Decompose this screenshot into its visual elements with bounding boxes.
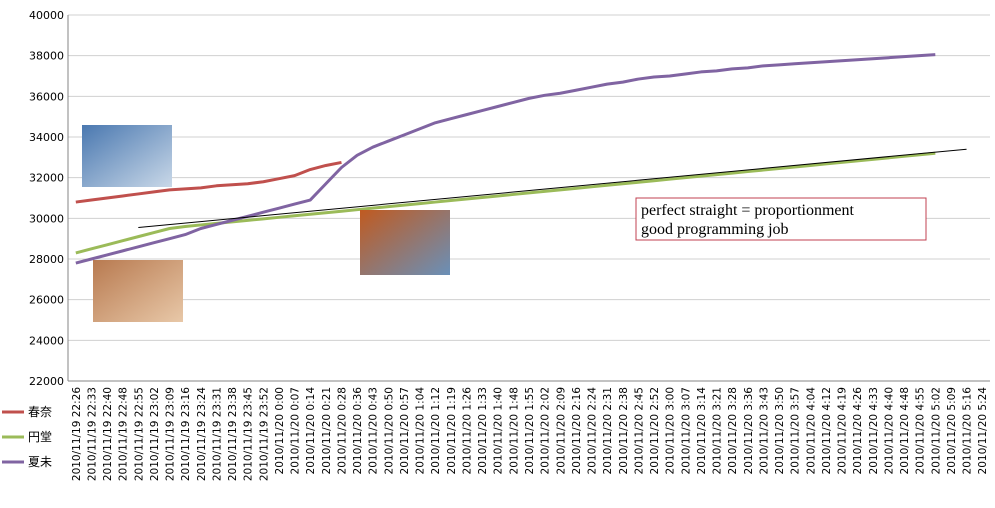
character-image [360, 210, 450, 275]
x-tick-label: 2010/11/19 22:33 [86, 387, 98, 481]
series-line [75, 53, 936, 265]
x-tick-label: 2010/11/20 2:38 [618, 387, 630, 474]
x-tick-label: 2010/11/20 0:07 [290, 387, 302, 474]
x-tick-label: 2010/11/19 22:26 [71, 387, 83, 481]
x-tick-label: 2010/11/20 0:28 [336, 387, 348, 474]
annotation-text: perfect straight = proportionment [641, 202, 855, 219]
x-tick-label: 2010/11/20 1:12 [430, 387, 442, 474]
legend-label: 春奈 [28, 405, 52, 419]
character-image [82, 125, 172, 187]
annotation-box: perfect straight = proportionment good p… [635, 197, 927, 241]
x-tick-label: 2010/11/20 0:21 [321, 387, 333, 474]
legend-label: 円堂 [28, 430, 52, 444]
x-tick-label: 2010/11/20 5:24 [977, 387, 989, 475]
x-tick-label: 2010/11/20 4:26 [852, 387, 864, 475]
x-tick-label: 2010/11/20 2:16 [571, 387, 583, 475]
x-tick-label: 2010/11/19 23:24 [196, 387, 208, 481]
x-tick-label: 2010/11/20 2:31 [602, 387, 614, 474]
annotation-text: good programming job [641, 221, 789, 238]
x-tick-label: 2010/11/20 3:50 [774, 387, 786, 474]
y-tick-label: 30000 [29, 212, 64, 225]
x-tick-label: 2010/11/20 1:40 [493, 387, 505, 474]
x-tick-label: 2010/11/20 3:28 [727, 387, 739, 474]
y-tick-label: 22000 [29, 375, 64, 388]
plot-area: 22000 24000 26000 28000 30000 32000 34000 36000… [29, 9, 990, 481]
y-tick-label: 34000 [29, 131, 64, 144]
x-tick-label: 2010/11/20 2:09 [555, 387, 567, 474]
character-image [93, 260, 183, 322]
x-tick-label: 2010/11/20 1:55 [524, 387, 536, 474]
x-tick-label: 2010/11/20 3:43 [758, 387, 770, 474]
x-tick-label: 2010/11/20 3:21 [712, 387, 724, 474]
x-tick-label: 2010/11/20 4:48 [899, 387, 911, 474]
x-tick-label: 2010/11/20 0:36 [352, 387, 364, 475]
x-tick-label: 2010/11/20 2:02 [540, 387, 552, 474]
x-tick-label: 2010/11/19 23:31 [211, 387, 223, 481]
trend-line [138, 148, 967, 228]
x-tick-label: 2010/11/20 0:00 [274, 387, 286, 474]
x-tick-label: 2010/11/20 1:33 [477, 387, 489, 474]
x-tick-label: 2010/11/19 23:09 [165, 387, 177, 481]
x-tick-label: 2010/11/19 22:40 [102, 387, 114, 481]
x-tick-label: 2010/11/20 4:19 [837, 387, 849, 474]
x-tick-label: 2010/11/20 1:26 [461, 387, 473, 475]
x-tick-label: 2010/11/20 2:45 [633, 387, 645, 474]
x-tick-label: 2010/11/19 23:02 [149, 387, 161, 481]
x-tick-label: 2010/11/19 22:48 [118, 387, 130, 481]
y-tick-label: 28000 [29, 253, 64, 266]
x-tick-label: 2010/11/20 5:09 [946, 387, 958, 474]
x-tick-label: 2010/11/20 3:07 [680, 387, 692, 474]
x-tick-label: 2010/11/20 3:00 [665, 387, 677, 474]
y-tick-label: 38000 [29, 50, 64, 63]
x-tick-label: 2010/11/20 1:19 [446, 387, 458, 474]
x-tick-label: 2010/11/20 2:52 [649, 387, 661, 474]
x-tick-label: 2010/11/20 3:14 [696, 387, 708, 475]
x-tick-label: 2010/11/20 4:12 [821, 387, 833, 474]
x-tick-label: 2010/11/20 4:04 [805, 387, 817, 475]
x-tick-label: 2010/11/20 0:14 [305, 387, 317, 475]
x-tick-label: 2010/11/20 0:43 [368, 387, 380, 474]
x-tick-label: 2010/11/19 22:55 [133, 387, 145, 481]
y-tick-label: 32000 [29, 172, 64, 185]
x-tick-label: 2010/11/19 23:38 [227, 387, 239, 481]
x-tick-label: 2010/11/20 3:57 [790, 387, 802, 474]
y-tick-label: 40000 [29, 9, 64, 22]
legend-label: 夏未 [28, 455, 52, 469]
y-tick-label: 26000 [29, 294, 64, 307]
annotation-frame [635, 197, 927, 241]
x-tick-label: 2010/11/19 23:16 [180, 387, 192, 481]
x-tick-label: 2010/11/20 1:48 [508, 387, 520, 474]
x-tick-label: 2010/11/20 0:57 [399, 387, 411, 474]
x-tick-label: 2010/11/20 5:16 [962, 387, 974, 475]
series-line [75, 160, 342, 204]
x-tick-label: 2010/11/20 4:55 [915, 387, 927, 474]
x-tick-label: 2010/11/19 23:45 [243, 387, 255, 481]
x-tick-label: 2010/11/19 23:52 [258, 387, 270, 481]
x-tick-label: 2010/11/20 3:36 [743, 387, 755, 475]
y-tick-label: 24000 [29, 334, 64, 347]
y-tick-label: 36000 [29, 90, 64, 103]
x-tick-label: 2010/11/20 0:50 [383, 387, 395, 474]
x-tick-label: 2010/11/20 5:02 [930, 387, 942, 474]
x-tick-label: 2010/11/20 2:24 [587, 387, 599, 475]
x-tick-label: 2010/11/20 1:04 [415, 387, 427, 475]
x-tick-label: 2010/11/20 4:40 [883, 387, 895, 474]
x-tick-label: 2010/11/20 4:33 [868, 387, 880, 474]
